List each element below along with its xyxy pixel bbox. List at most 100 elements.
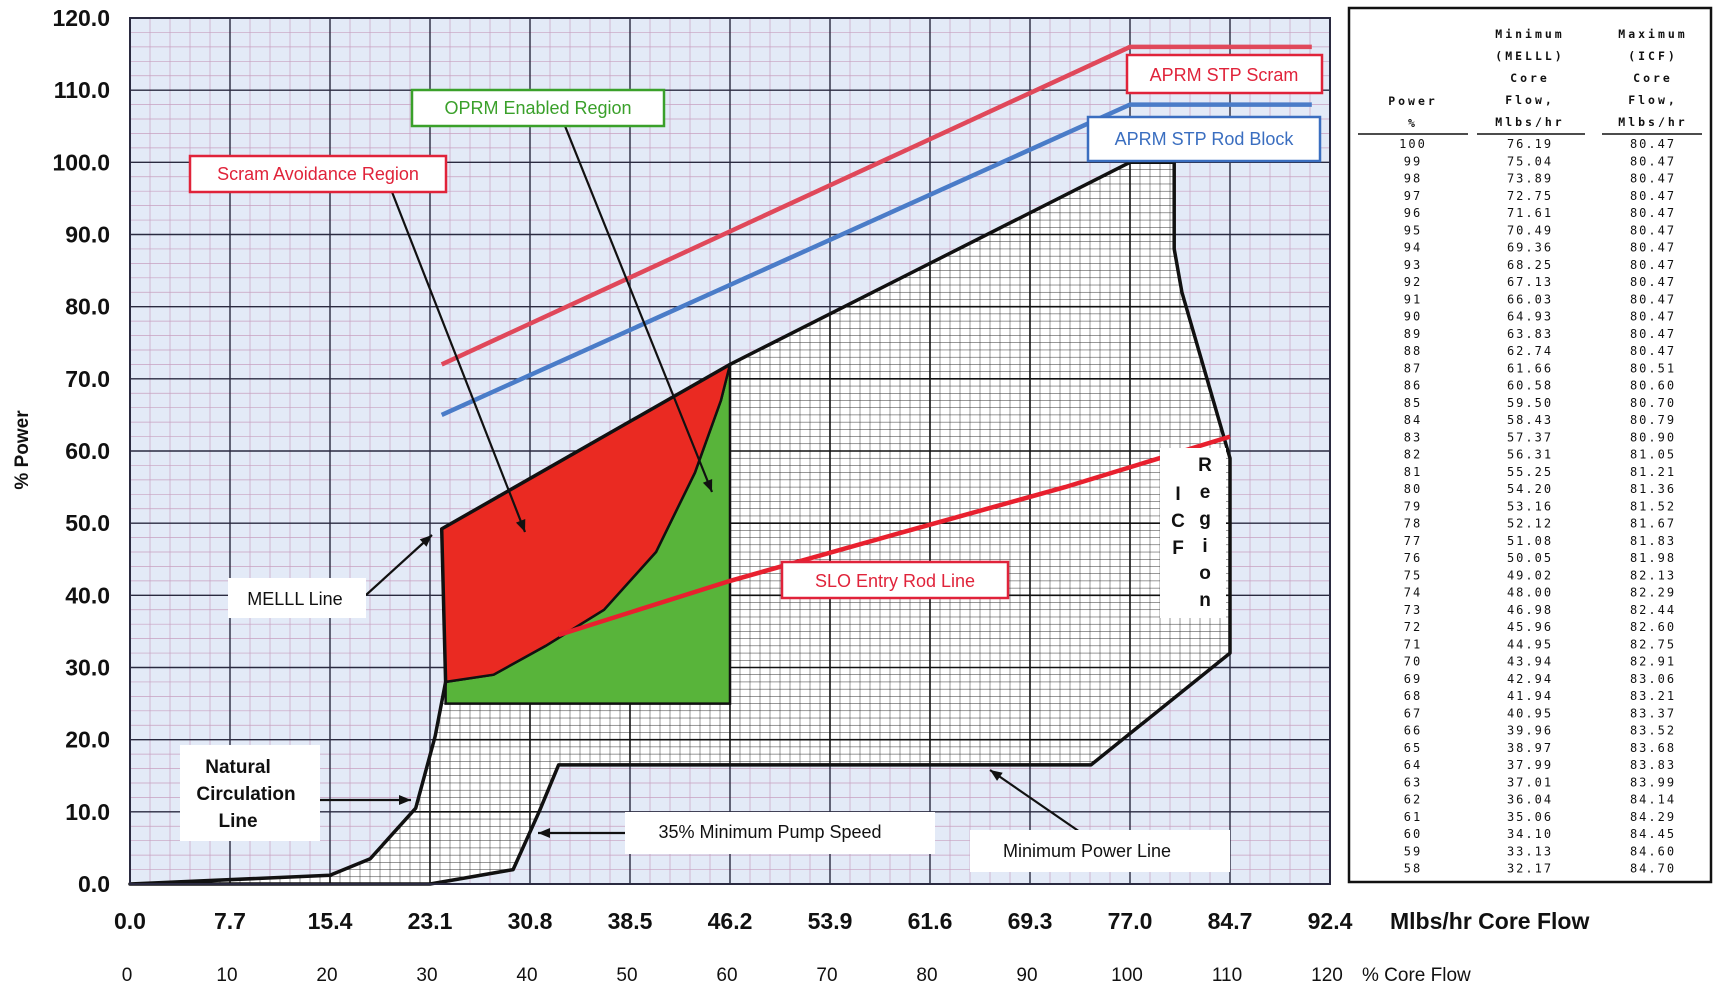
table-cell: 80.47	[1630, 292, 1676, 306]
x2-tick-label: 40	[516, 965, 537, 986]
table-cell: 40.95	[1507, 706, 1553, 720]
min-pump-speed-label: 35% Minimum Pump Speed	[658, 822, 881, 842]
table-cell: 59	[1404, 844, 1422, 858]
table-cell: 63.83	[1507, 327, 1553, 341]
min-power-line-box	[970, 830, 1230, 872]
table-cell: 83.37	[1630, 706, 1676, 720]
table-header-minimum: Minimum	[1495, 27, 1564, 41]
table-cell: 43.94	[1507, 655, 1553, 669]
table-cell: 80.47	[1630, 258, 1676, 272]
table-cell: 72.75	[1507, 189, 1553, 203]
x-tick-label: 0.0	[114, 908, 146, 934]
x2-tick-label: 110	[1212, 965, 1242, 986]
annotation-arrow-head	[515, 519, 526, 532]
x-tick-label: 38.5	[608, 908, 653, 934]
icf-region-box	[1160, 448, 1226, 618]
y-tick-label: 90.0	[65, 222, 110, 248]
table-cell: 65	[1404, 741, 1422, 755]
table-cell: 80.60	[1630, 379, 1676, 393]
table-cell: 80.47	[1630, 327, 1676, 341]
x-tick-label: 30.8	[508, 908, 553, 934]
table-cell: 80.51	[1630, 361, 1676, 375]
table-cell: 42.94	[1507, 672, 1553, 686]
table-cell: 51.08	[1507, 534, 1553, 548]
axes-layer: 0.0 10.0 20.0 30.0 40.0 50.0 60.0 70.0 80.0 90.0 1…	[12, 5, 1589, 986]
table-cell: 82.13	[1630, 568, 1676, 582]
table-header-maximum: Core	[1633, 71, 1673, 85]
annotation-arrow-line	[365, 534, 433, 596]
table-cell: 73	[1404, 603, 1422, 617]
table-cell: 97	[1404, 189, 1422, 203]
table-cell: 99	[1404, 154, 1422, 168]
table-cell: 93	[1404, 258, 1422, 272]
table-cell: 71.61	[1507, 206, 1553, 220]
x2-tick-label: 100	[1111, 965, 1143, 986]
table-cell: 57.37	[1507, 430, 1553, 444]
table-cell: 59.50	[1507, 396, 1553, 410]
annotation-arrow-head	[702, 479, 713, 492]
table-cell: 36.04	[1507, 793, 1553, 807]
table-cell: 52.12	[1507, 517, 1553, 531]
table-cell: 58	[1404, 862, 1422, 876]
slo-entry-rod-line-line	[557, 434, 1231, 638]
y-tick-label: 70.0	[65, 366, 110, 392]
table-cell: 80.47	[1630, 172, 1676, 186]
table-cell: 68.25	[1507, 258, 1553, 272]
table-cell: 81.52	[1630, 499, 1676, 513]
natural-circulation-box	[180, 745, 320, 841]
table-cell: 38.97	[1507, 741, 1553, 755]
table-cell: 61	[1404, 810, 1422, 824]
x-tick-label: 46.2	[708, 908, 753, 934]
table-cell: 66.03	[1507, 292, 1553, 306]
icf-label-char: F	[1172, 538, 1184, 559]
table-cell: 82.44	[1630, 603, 1676, 617]
table-cell: 34.10	[1507, 827, 1553, 841]
natural-circulation-label-line: Circulation	[196, 784, 295, 805]
slo-entry-rod-line-label: SLO Entry Rod Line	[815, 571, 975, 591]
x2-tick-label: 10	[216, 965, 237, 986]
table-cell: 45.96	[1507, 620, 1553, 634]
table-cell: 80.47	[1630, 206, 1676, 220]
aprm-stp-rod-block-label: APRM STP Rod Block	[1115, 129, 1295, 149]
y-tick-label: 120.0	[52, 5, 110, 31]
aprm-stp-rod-block-box	[1086, 115, 1322, 163]
aprm-stp-scram-box	[1125, 53, 1324, 95]
table-cell: 60.58	[1507, 379, 1553, 393]
table-frame	[1347, 6, 1713, 884]
table-cell: 81.98	[1630, 551, 1676, 565]
table-header-power: %	[1408, 116, 1418, 130]
x-axis-label: Mlbs/hr Core Flow	[1390, 908, 1589, 934]
table-header-minimum: Mlbs/hr	[1495, 115, 1564, 129]
table-cell: 80.79	[1630, 413, 1676, 427]
table-cell: 32.17	[1507, 862, 1553, 876]
table-cell: 49.02	[1507, 568, 1553, 582]
table-cell: 72	[1404, 620, 1422, 634]
table-cell: 44.95	[1507, 637, 1553, 651]
table-cell: 69	[1404, 672, 1422, 686]
table-cell: 39.96	[1507, 724, 1553, 738]
x2-tick-label: 30	[416, 965, 437, 986]
oprm-enabled-region-label: OPRM Enabled Region	[444, 98, 631, 118]
min-pump-speed-box	[625, 812, 935, 854]
table-cell: 80.70	[1630, 396, 1676, 410]
x-tick-label: 69.3	[1008, 908, 1053, 934]
table-cell: 62	[1404, 793, 1422, 807]
table-cell: 81.67	[1630, 517, 1676, 531]
table-cell: 84.29	[1630, 810, 1676, 824]
x2-tick-label: 120	[1311, 965, 1343, 986]
annotation-arrow-line	[390, 191, 527, 533]
table-cell: 98	[1404, 172, 1422, 186]
icf-label-char: C	[1171, 511, 1185, 532]
x2-tick-label: 90	[1016, 965, 1037, 986]
melll-line-box	[228, 578, 366, 618]
table-cell: 95	[1404, 223, 1422, 237]
annotation-arrow-line	[989, 769, 1081, 833]
table-cell: 80.47	[1630, 310, 1676, 324]
series-layer	[128, 44, 1312, 886]
table-cell: 83.68	[1630, 741, 1676, 755]
table-cell: 87	[1404, 361, 1422, 375]
table-cell: 80.47	[1630, 137, 1676, 151]
region-label-char: e	[1200, 482, 1211, 503]
table-cell: 85	[1404, 396, 1422, 410]
